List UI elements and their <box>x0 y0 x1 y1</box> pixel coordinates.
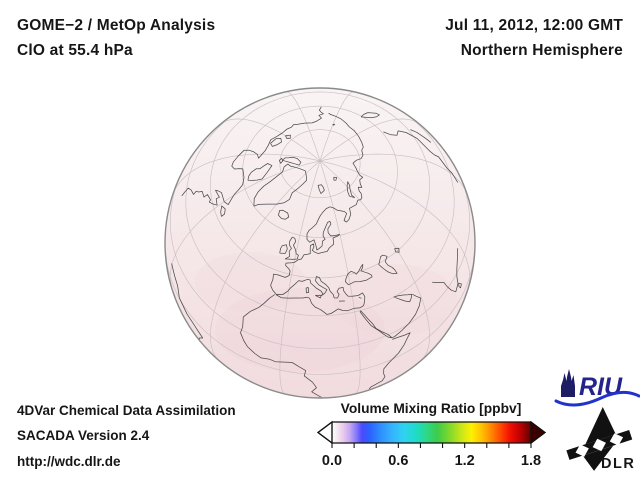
coastline-path <box>278 157 283 164</box>
graticule <box>165 91 475 395</box>
coastline-path <box>410 129 432 143</box>
coastline-path <box>359 310 393 339</box>
coastline-path <box>278 209 290 220</box>
coastline-path <box>181 106 324 206</box>
graticule-meridian <box>319 160 430 361</box>
coastline-path <box>358 297 362 299</box>
globe-map <box>164 87 476 399</box>
graticule-parallel <box>242 105 398 238</box>
graticule-meridian <box>286 91 321 161</box>
date-label: Jul 11, 2012, 12:00 GMT <box>445 17 623 34</box>
version-label: SACADA Version 2.4 <box>17 428 150 444</box>
globe-rim <box>164 87 476 399</box>
coastline-path <box>253 163 307 207</box>
colorbar-tick-label: 1.8 <box>521 453 541 469</box>
colorbar-tick-label: 0.0 <box>322 453 342 469</box>
coastline-path <box>332 123 336 126</box>
coastline-path <box>346 181 356 199</box>
colorbar-under-range-arrow <box>317 420 333 445</box>
footer-credits: 4DVar Chemical Data Assimilation SACADA … <box>17 398 236 474</box>
coastline-path <box>279 244 288 254</box>
coastline-path <box>171 263 204 340</box>
coastline-path <box>383 130 459 183</box>
header-left: GOME−2 / MetOp Analysis ClO at 55.4 hPa <box>17 13 215 63</box>
coastline-path <box>458 283 462 289</box>
coastline-path <box>240 294 323 398</box>
globe-disk <box>165 88 475 398</box>
graticule-meridian <box>220 118 321 162</box>
riu-logo-text: RIU <box>579 373 623 401</box>
riu-wave-icon <box>554 391 640 407</box>
coastline-path <box>275 276 366 315</box>
coastline-path <box>270 112 364 295</box>
coastline-path <box>220 205 226 217</box>
coastline-path <box>378 254 398 275</box>
graticule-meridian <box>319 91 354 161</box>
coastline-path <box>285 134 291 139</box>
header-right: Jul 11, 2012, 12:00 GMT Northern Hemisph… <box>445 13 623 63</box>
colorbar-over-range-arrow <box>530 420 546 445</box>
assimilation-label: 4DVar Chemical Data Assimilation <box>17 403 236 418</box>
riu-cathedral-icon <box>561 369 575 397</box>
analysis-subtitle: ClO at 55.4 hPa <box>17 42 133 59</box>
coastlines <box>171 106 462 398</box>
graticule-meridian <box>319 118 420 162</box>
coastline-path <box>315 294 322 299</box>
dlr-logo: DLR <box>566 407 635 472</box>
riu-logo: RIU <box>554 369 640 407</box>
dlr-logo-text: DLR <box>601 456 635 472</box>
dlr-star-icon <box>566 407 633 471</box>
coastline-path <box>360 112 380 119</box>
graticule-parallel <box>165 242 475 375</box>
coastline-path <box>317 184 325 194</box>
colorbar-title: Volume Mixing Ratio [ppbv] <box>341 401 522 416</box>
graticule-meridian <box>210 160 321 361</box>
coastline-path <box>247 163 273 181</box>
coastline-path <box>333 176 337 181</box>
coastline-path <box>432 248 459 293</box>
coastline-path <box>368 332 411 390</box>
colorbar: Volume Mixing Ratio [ppbv] 0.0 0.6 1.2 1.8 <box>317 401 546 469</box>
globe-shading <box>195 252 457 372</box>
graticule-parallel <box>210 91 430 279</box>
coastline-path <box>284 236 299 260</box>
colorbar-tick-label: 1.2 <box>455 453 475 469</box>
coastline-path <box>394 247 400 253</box>
coastline-path <box>282 156 302 166</box>
url-label: http://wdc.dlr.de <box>17 453 121 469</box>
coastline-path <box>392 293 422 339</box>
colorbar-tick-labels: 0.0 0.6 1.2 1.8 <box>322 453 541 469</box>
hemisphere-label: Northern Hemisphere <box>460 42 623 59</box>
coastline-path <box>345 263 373 286</box>
colorbar-ticks <box>331 443 532 448</box>
graticule-meridian <box>172 153 321 196</box>
colorbar-gradient-bar <box>332 422 531 443</box>
coastline-path <box>305 286 310 294</box>
graticule-meridian <box>319 160 471 288</box>
analysis-title: GOME−2 / MetOp Analysis <box>17 17 216 34</box>
coastline-path <box>270 138 282 147</box>
graticule-parallel <box>185 96 455 317</box>
colorbar-tick-label: 0.6 <box>388 453 408 469</box>
graticule-meridian <box>319 153 468 196</box>
coastline-path <box>393 293 412 303</box>
